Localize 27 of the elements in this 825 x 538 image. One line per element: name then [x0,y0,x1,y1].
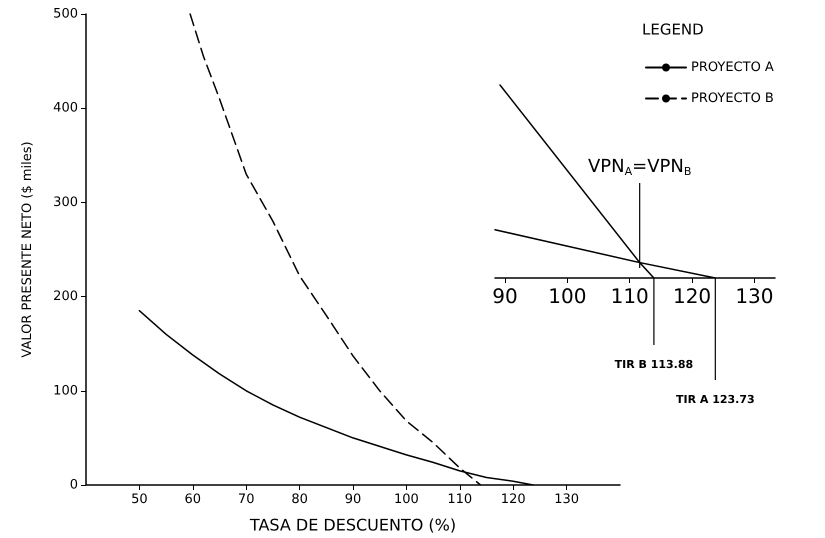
y-tick-label: 500 [53,6,78,22]
x-tick-label: 70 [238,492,254,507]
x-tick-label: 120 [500,492,526,507]
y-tick-label: 200 [53,289,78,304]
ref-line-label: TIR A 123.73 [676,393,755,406]
x-tick-label: 50 [131,492,148,507]
x-tick-label: 120 [672,284,712,308]
y-tick-label: 400 [53,100,78,116]
x-tick-label: 100 [394,492,419,507]
x-tick-label: 90 [344,492,362,507]
y-tick-label: 0 [70,478,78,492]
y-axis-title: VALOR PRESENTE NETO ($ miles) [20,141,35,358]
legend-label: PROYECTO B [691,91,774,106]
y-tick-label: 100 [53,383,78,398]
x-tick-label: 130 [554,492,580,507]
x-tick-label: 130 [735,284,774,308]
y-tick-label: 300 [53,194,78,210]
x-tick-label: 110 [447,492,472,507]
x-tick-label: 90 [492,284,518,308]
x-axis-title: TASA DE DESCUENTO (%) [248,516,456,534]
x-tick-label: 80 [291,492,308,507]
legend-label: PROYECTO A [691,60,774,75]
x-tick-label: 100 [548,284,586,308]
ref-line-label: TIR B 113.88 [614,358,694,371]
x-tick-label: 110 [610,284,649,308]
x-tick-label: 60 [184,492,202,507]
legend-title: LEGEND [642,20,704,38]
